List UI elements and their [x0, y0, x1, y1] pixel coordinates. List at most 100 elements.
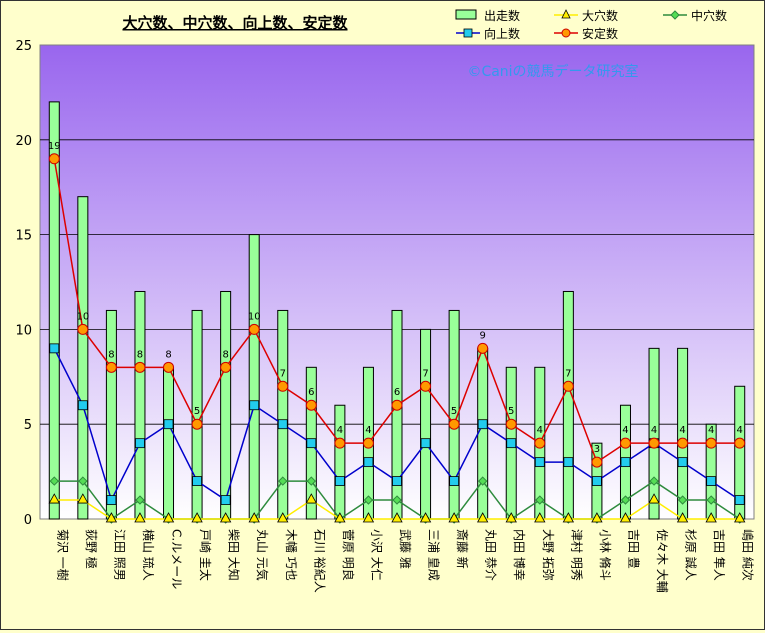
- y-tick-label: 25: [15, 39, 32, 54]
- x-tick-label: 丸田 恭介: [484, 529, 498, 581]
- x-tick-label: 津村 明秀: [569, 529, 583, 581]
- data-label: 4: [537, 425, 543, 436]
- point: [278, 476, 288, 486]
- point: [219, 512, 232, 523]
- point: [306, 438, 317, 449]
- data-label: 9: [479, 330, 485, 341]
- x-tick-label: 荻野 極: [84, 529, 99, 569]
- point: [648, 493, 660, 504]
- point: [734, 495, 745, 505]
- data-label: 4: [365, 425, 371, 436]
- point: [48, 153, 60, 165]
- data-label: 4: [737, 425, 743, 436]
- point: [220, 361, 232, 373]
- point: [106, 495, 117, 505]
- x-tick-label: 内田 博幸: [512, 529, 527, 581]
- x-tick-label: 大野 拓弥: [541, 529, 556, 581]
- point: [448, 512, 460, 523]
- point: [220, 495, 231, 505]
- point: [705, 437, 717, 449]
- point: [163, 361, 175, 373]
- bar: [134, 290, 146, 520]
- point: [249, 400, 260, 411]
- chart-title: 大穴数、中穴数、向上数、安定数: [122, 14, 348, 32]
- data-label: 8: [165, 349, 171, 360]
- point: [248, 323, 260, 335]
- x-tick-label: 三浦 皇成: [427, 529, 441, 581]
- point: [477, 419, 488, 430]
- x-tick-label: 戸崎 圭太: [198, 529, 213, 581]
- legend-marker: [670, 10, 680, 20]
- point: [162, 512, 175, 523]
- point: [505, 418, 517, 430]
- watermark: ©Caniの競馬データ研究室: [467, 63, 638, 80]
- point: [534, 437, 546, 449]
- point: [677, 437, 689, 449]
- legend-label: 大穴数: [582, 8, 618, 23]
- point: [477, 512, 489, 523]
- point: [334, 437, 346, 449]
- x-tick-label: 菊沢 一樹: [55, 529, 69, 581]
- point: [620, 457, 631, 468]
- point: [191, 512, 203, 523]
- point: [592, 476, 602, 486]
- point: [535, 495, 545, 505]
- point: [49, 343, 60, 354]
- point: [705, 512, 717, 523]
- legend-label: 安定数: [582, 26, 618, 41]
- point: [477, 342, 489, 354]
- bar: [391, 309, 403, 520]
- x-tick-label: 吉田 隼人: [712, 529, 727, 581]
- point: [420, 438, 431, 449]
- x-tick-label: 菅原 明良: [341, 529, 356, 581]
- data-label: 4: [622, 425, 628, 436]
- x-tick-label: 吉田 豊: [626, 529, 640, 569]
- point: [277, 512, 289, 523]
- point: [534, 512, 546, 523]
- point: [306, 476, 317, 486]
- legend-marker: [561, 9, 571, 19]
- point: [505, 512, 517, 523]
- bar: [163, 366, 175, 520]
- bar: [248, 234, 260, 520]
- x-tick-label: 杉原 誠人: [684, 529, 698, 581]
- point: [448, 418, 460, 430]
- point: [362, 512, 375, 523]
- point: [619, 437, 631, 449]
- data-label: 5: [194, 406, 200, 417]
- point: [77, 400, 88, 411]
- point: [363, 457, 374, 468]
- point: [48, 493, 60, 504]
- bar: [420, 328, 432, 520]
- point: [676, 512, 689, 523]
- bar: [48, 101, 60, 520]
- bar: [277, 309, 289, 520]
- point: [706, 495, 716, 505]
- y-tick-label: 5: [24, 418, 32, 433]
- x-tick-label: 嶋田 純次: [741, 529, 755, 581]
- bar: [334, 404, 346, 520]
- point: [305, 399, 317, 411]
- x-tick-label: 佐々木 大輔: [655, 529, 669, 593]
- point: [420, 380, 432, 392]
- data-label: 7: [565, 368, 571, 379]
- y-tick-label: 15: [15, 229, 32, 244]
- data-label: 19: [48, 141, 61, 152]
- point: [163, 419, 174, 430]
- legend-swatch: [455, 9, 477, 20]
- point: [591, 512, 603, 523]
- point: [277, 380, 289, 392]
- point: [248, 512, 260, 523]
- legend-label: 向上数: [484, 26, 520, 41]
- x-tick-label: 柴田 大知: [227, 529, 241, 581]
- point: [449, 476, 460, 486]
- point: [334, 512, 346, 523]
- data-label: 8: [137, 349, 143, 360]
- data-label: 4: [708, 425, 714, 436]
- x-tick-label: C.ルメール: [170, 529, 184, 589]
- point: [191, 418, 203, 430]
- legend-label: 出走数: [484, 8, 520, 23]
- data-label: 5: [508, 406, 514, 417]
- point: [77, 323, 89, 335]
- bar: [648, 347, 660, 520]
